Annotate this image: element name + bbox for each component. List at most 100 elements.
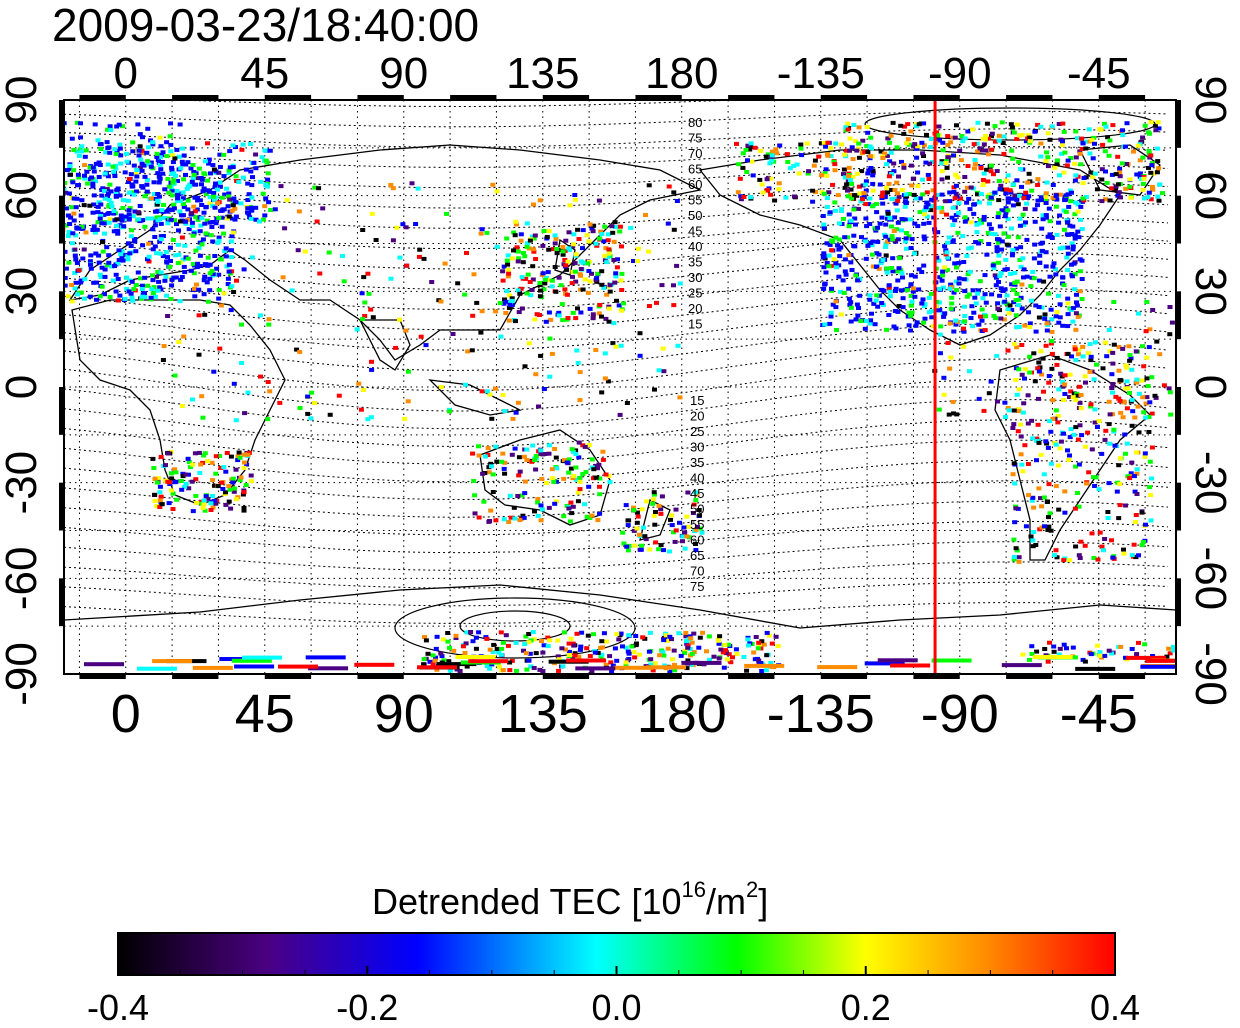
tec-point xyxy=(1083,194,1089,199)
tec-point xyxy=(1133,520,1138,524)
tec-point xyxy=(860,197,866,202)
tec-point xyxy=(875,239,881,244)
tec-point xyxy=(95,204,101,209)
tec-point xyxy=(1040,356,1046,361)
tec-point xyxy=(607,480,613,485)
tec-point xyxy=(218,465,224,470)
tec-point xyxy=(951,329,957,334)
tec-point xyxy=(90,184,96,189)
tec-point xyxy=(171,206,177,211)
tec-point xyxy=(511,230,517,235)
tec-point xyxy=(1091,475,1096,480)
tec-point xyxy=(69,136,75,141)
tec-point xyxy=(245,181,251,186)
tec-point xyxy=(1120,346,1126,351)
tec-point xyxy=(833,305,839,310)
tec-point xyxy=(500,269,506,274)
tec-point xyxy=(1056,122,1062,126)
tec-point xyxy=(173,253,179,258)
tec-point xyxy=(33,226,38,230)
tec-point xyxy=(1044,328,1050,333)
tec-point xyxy=(129,182,135,187)
tec-point xyxy=(174,497,180,502)
tec-point xyxy=(64,223,69,228)
tec-point xyxy=(145,159,151,164)
tec-point xyxy=(683,630,689,635)
tec-point xyxy=(195,261,201,266)
lat-label-right: 30 xyxy=(1186,267,1235,316)
tec-point xyxy=(161,202,166,207)
tec-point xyxy=(510,256,515,261)
tec-point xyxy=(118,161,124,166)
tec-point xyxy=(652,387,657,392)
tec-point xyxy=(187,465,193,470)
tec-point xyxy=(591,476,596,481)
tec-point xyxy=(675,343,681,348)
tec-point xyxy=(1141,176,1147,181)
tec-point xyxy=(971,211,977,216)
tec-point xyxy=(1029,652,1035,656)
tec-point xyxy=(105,194,110,198)
tec-point xyxy=(505,253,511,258)
tec-point xyxy=(1049,329,1055,334)
tec-point xyxy=(527,280,533,284)
tec-point xyxy=(919,270,925,274)
tec-point xyxy=(685,643,691,648)
tec-point xyxy=(1081,176,1087,180)
tec-point xyxy=(715,638,721,643)
tec-point xyxy=(241,465,247,470)
tec-point xyxy=(758,661,764,665)
tec-point xyxy=(169,471,174,476)
tec-point xyxy=(696,645,702,650)
tec-point xyxy=(81,203,87,208)
tec-point xyxy=(966,292,972,297)
tec-point xyxy=(522,254,528,259)
tec-point xyxy=(940,140,946,145)
tec-point xyxy=(792,194,797,199)
tec-point xyxy=(1155,146,1161,151)
tec-point xyxy=(239,361,245,365)
tec-point xyxy=(196,166,202,171)
mag-lat-contour xyxy=(64,323,1169,371)
tec-point xyxy=(1078,217,1083,222)
tec-point xyxy=(361,388,367,392)
tec-point xyxy=(131,163,137,168)
tec-point xyxy=(185,160,191,165)
tec-point xyxy=(1164,654,1170,659)
tec-point xyxy=(547,374,553,379)
tec-point xyxy=(880,201,886,206)
tec-point xyxy=(160,358,166,362)
tec-point xyxy=(169,168,175,172)
tec-point xyxy=(74,196,80,201)
tec-point xyxy=(1129,460,1135,465)
tec-point xyxy=(876,293,882,298)
tec-point xyxy=(842,152,848,157)
tec-point xyxy=(1049,317,1055,322)
tec-point xyxy=(369,211,375,216)
tec-point xyxy=(1073,398,1079,403)
lon-label-top: -135 xyxy=(777,49,865,98)
tec-point xyxy=(549,278,555,283)
tec-point xyxy=(952,261,958,266)
tec-point xyxy=(365,417,371,422)
tec-point xyxy=(546,229,552,234)
tec-point xyxy=(1065,268,1071,273)
tec-point xyxy=(513,640,519,645)
tec-point xyxy=(890,663,931,668)
tec-point xyxy=(509,296,515,301)
tec-point xyxy=(180,146,186,151)
tec-point xyxy=(575,360,581,365)
tec-point xyxy=(1006,408,1012,413)
tec-point xyxy=(1155,120,1161,125)
tec-point xyxy=(676,631,682,636)
tec-point xyxy=(154,480,160,485)
tec-point xyxy=(1069,262,1074,267)
tec-point xyxy=(432,658,438,663)
tec-point xyxy=(216,272,222,277)
tec-point xyxy=(1000,141,1006,145)
tec-point xyxy=(124,159,130,164)
lon-label-bottom: -135 xyxy=(767,684,875,744)
tec-point xyxy=(1113,184,1119,189)
tec-point xyxy=(1009,253,1015,258)
tec-point xyxy=(992,124,998,129)
